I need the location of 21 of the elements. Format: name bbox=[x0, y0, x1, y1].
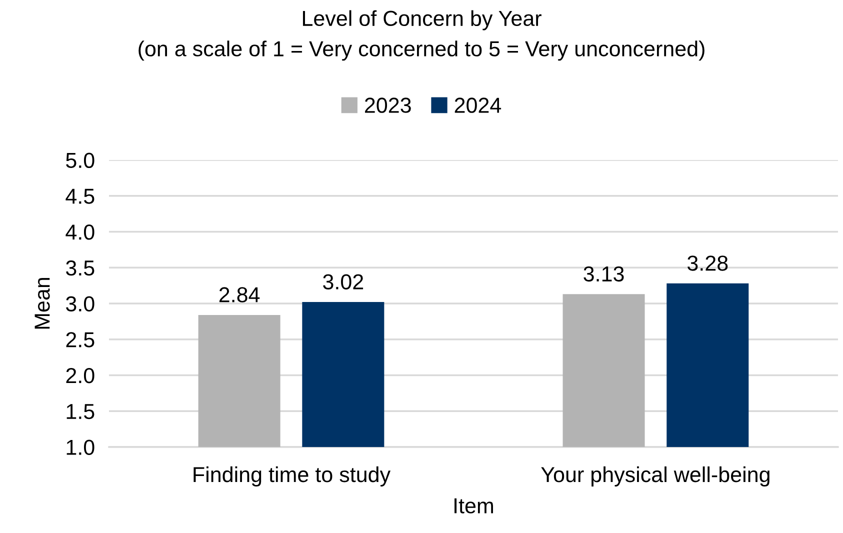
y-tick-label: 1.0 bbox=[66, 440, 94, 455]
legend-label: 2023 bbox=[365, 98, 411, 113]
y-tick-label: 4.5 bbox=[66, 188, 94, 204]
y-tick-label: 2.5 bbox=[66, 332, 94, 348]
y-tick-label: 3.5 bbox=[66, 260, 94, 276]
y-tick-label: 1.5 bbox=[66, 404, 94, 420]
data-label: 2.84 bbox=[219, 287, 260, 302]
data-label: 3.28 bbox=[688, 256, 728, 271]
y-tick-label: 2.0 bbox=[66, 368, 94, 384]
x-axis-title: Item bbox=[454, 498, 493, 514]
chart-subtitle: (on a scale of 1 = Very concerned to 5 = Very unconcerned) bbox=[138, 40, 704, 61]
x-tick-label: Your physical well-being bbox=[541, 466, 770, 486]
data-label: 3.02 bbox=[323, 274, 364, 290]
legend-label: 2024 bbox=[454, 98, 502, 113]
x-tick-label: Finding time to study bbox=[194, 466, 391, 486]
y-tick-label: 4.0 bbox=[66, 224, 94, 240]
chart-title: Level of Concern by Year bbox=[302, 10, 542, 30]
data-label: 3.13 bbox=[584, 266, 624, 282]
y-tick-label: 3.0 bbox=[66, 296, 94, 312]
y-tick-label: 5.0 bbox=[66, 152, 94, 168]
y-axis-title: Mean bbox=[34, 278, 50, 329]
